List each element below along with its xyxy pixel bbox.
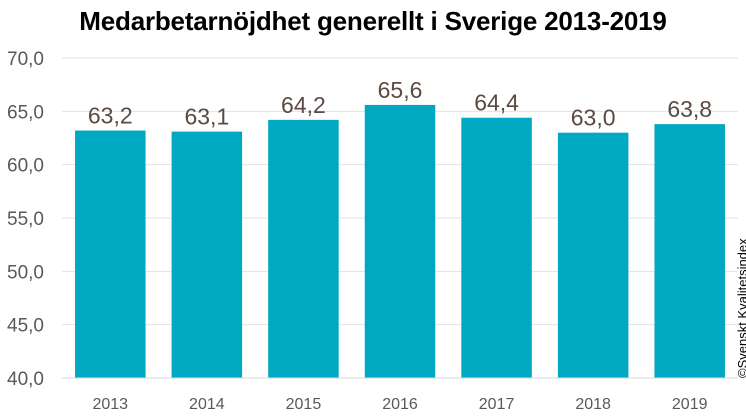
- bar-2013: [75, 130, 146, 378]
- y-axis-ticks: 40,0 45,0 50,0 55,0 60,0 65,0 70,0: [7, 49, 44, 390]
- data-label: 63,2: [88, 103, 133, 129]
- bar-2018: [557, 132, 629, 378]
- bars: [75, 104, 725, 378]
- y-tick-label: 45,0: [7, 316, 44, 337]
- y-tick-label: 70,0: [7, 49, 44, 70]
- y-tick-label: 40,0: [7, 369, 44, 390]
- bar-2019: [654, 124, 725, 378]
- data-label: 63,8: [667, 96, 712, 122]
- x-tick-label: 2016: [382, 396, 418, 413]
- bar-2014: [171, 131, 243, 378]
- x-tick-label: 2015: [286, 396, 322, 413]
- data-label: 63,1: [184, 104, 229, 130]
- x-tick-label: 2019: [672, 396, 708, 413]
- x-tick-label: 2017: [479, 396, 515, 413]
- chart-title: Medarbetarnöjdhet generellt i Sverige 20…: [79, 6, 667, 36]
- data-label: 64,4: [474, 90, 519, 116]
- copyright-credit: ©Svenskt Kvalitetsindex: [735, 238, 746, 378]
- data-label: 64,2: [281, 92, 326, 118]
- data-label: 65,6: [378, 77, 423, 103]
- data-labels: 63,2 63,1 64,2 65,6 64,4 63,0 63,8: [88, 77, 712, 131]
- x-axis-ticks: 2013 2014 2015 2016 2017 2018 2019: [92, 396, 707, 413]
- data-label: 63,0: [571, 105, 616, 131]
- x-tick-label: 2014: [189, 396, 225, 413]
- x-tick-label: 2018: [575, 396, 611, 413]
- x-tick-label: 2013: [92, 396, 128, 413]
- y-tick-label: 50,0: [7, 262, 44, 283]
- bar-2015: [268, 119, 339, 378]
- bar-2016: [364, 104, 436, 378]
- y-tick-label: 55,0: [7, 209, 44, 230]
- y-tick-label: 65,0: [7, 102, 44, 123]
- bar-2017: [461, 117, 532, 378]
- y-tick-label: 60,0: [7, 156, 44, 177]
